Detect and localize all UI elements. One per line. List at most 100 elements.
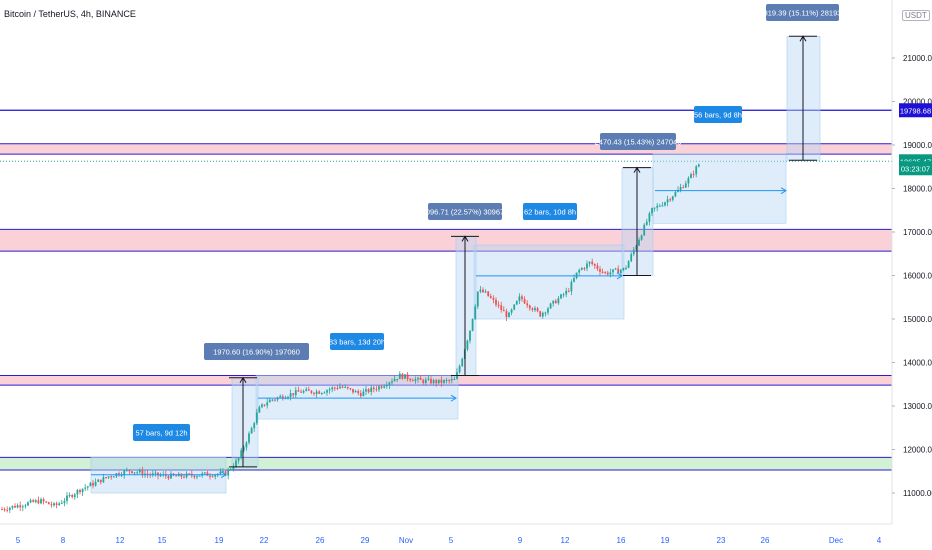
candle-body	[484, 291, 487, 293]
candle-body	[588, 261, 591, 264]
candle-body	[417, 377, 419, 380]
candle-body	[510, 309, 513, 313]
candle-body	[339, 386, 341, 389]
price-axis-label-bg	[899, 103, 932, 118]
candle-body	[206, 472, 209, 476]
candle-body	[541, 312, 544, 317]
candle-body	[552, 300, 555, 304]
candle-body	[79, 489, 81, 493]
callout-bg	[133, 424, 190, 441]
candle-body	[76, 489, 79, 495]
candle-body	[440, 379, 443, 383]
candle-body	[643, 224, 646, 236]
candle-body	[255, 412, 258, 424]
candle-body	[362, 391, 365, 397]
candle-body	[333, 387, 336, 389]
candle-body	[671, 196, 674, 200]
candle-body	[141, 470, 144, 476]
candle-body	[354, 391, 357, 393]
currency-menu-button[interactable]: USDT	[902, 10, 930, 21]
candle-body	[349, 388, 352, 390]
candle-body	[86, 486, 89, 488]
price-axis-label: 03:23:07	[901, 164, 930, 173]
candle-body	[461, 358, 464, 367]
candle-body	[224, 471, 227, 476]
candle-body	[40, 499, 42, 504]
price-axis[interactable]: 21000.00 20000.00 19000.00 18000.00 17000.00…	[891, 0, 932, 524]
arrow-head	[220, 471, 227, 479]
candle-body	[3, 509, 6, 511]
candle-body	[432, 380, 435, 384]
candle-body	[479, 289, 482, 292]
candle-body	[427, 378, 430, 380]
candle-body	[692, 174, 695, 176]
candle-body	[1, 509, 3, 511]
candle-body	[92, 482, 94, 486]
measure-callout: 57 bars, 9d 12h	[133, 424, 190, 441]
candle-body	[396, 378, 399, 380]
candle-body	[521, 296, 523, 300]
candle-body	[658, 205, 661, 207]
candle-body	[500, 305, 503, 310]
time-axis[interactable]: 5 8 12 15 19 22 26 29 Nov 5 9 12 16 19 23 26 Dec 4	[0, 523, 892, 545]
candle-body	[518, 296, 521, 301]
callout-bg	[523, 203, 577, 220]
candle-body	[14, 505, 16, 508]
candle-body	[567, 290, 570, 292]
candle-body	[534, 308, 536, 311]
price-tick-label: 20000.00	[903, 98, 932, 107]
candle-body	[666, 199, 669, 203]
candle-body	[443, 380, 445, 383]
candle-body	[609, 272, 612, 275]
price-tick-label: 15000.00	[903, 315, 932, 324]
candle-body	[583, 268, 586, 270]
candle-body	[29, 500, 32, 503]
candle-body	[565, 290, 568, 295]
candle-body	[37, 500, 40, 504]
measure-callout: 2819.39 (15.11%) 281939	[759, 4, 846, 21]
candle-body	[235, 460, 237, 467]
candle-body	[105, 477, 107, 479]
time-tick-label: Nov	[399, 536, 413, 545]
candle-body	[632, 249, 635, 255]
candle-body	[279, 396, 282, 398]
candle-body	[497, 304, 500, 306]
callout-bg	[330, 333, 384, 350]
time-tick-label: 29	[361, 536, 370, 545]
candle-body	[547, 308, 549, 313]
range-boxes	[90, 36, 821, 494]
time-tick-label: 23	[717, 536, 726, 545]
candle-body	[237, 458, 240, 461]
candle-body	[227, 469, 230, 476]
candle-body	[341, 386, 344, 388]
candle-body	[323, 392, 326, 394]
candle-body	[409, 378, 412, 381]
candle-body	[414, 379, 417, 382]
candle-body	[448, 380, 451, 382]
measure-callout: 56 bars, 9d 8h	[694, 106, 742, 123]
time-tick-label: 19	[661, 536, 670, 545]
time-tick-label: Dec	[829, 536, 843, 545]
candle-body	[617, 268, 620, 273]
candle-body	[495, 299, 497, 305]
candle-body	[653, 207, 656, 209]
candle-body	[648, 213, 651, 222]
candle-body	[21, 506, 24, 508]
candle-body	[664, 202, 666, 206]
candle-body	[523, 299, 526, 304]
time-tick-label: 26	[316, 536, 325, 545]
price-tick-label: 14000.00	[903, 359, 932, 368]
measure-callout: 3096.71 (22.57%) 309671	[422, 203, 508, 220]
candle-body	[99, 479, 102, 483]
candle-body	[695, 166, 698, 175]
candle-body	[687, 178, 690, 184]
price-axis-label-bg	[899, 161, 932, 176]
candle-body	[625, 267, 627, 269]
time-tick-label: 8	[61, 536, 66, 545]
candle-body	[232, 466, 235, 470]
candle-body	[331, 387, 334, 390]
candle-body	[24, 505, 27, 507]
candle-body	[445, 380, 448, 382]
candle-body	[651, 208, 653, 214]
